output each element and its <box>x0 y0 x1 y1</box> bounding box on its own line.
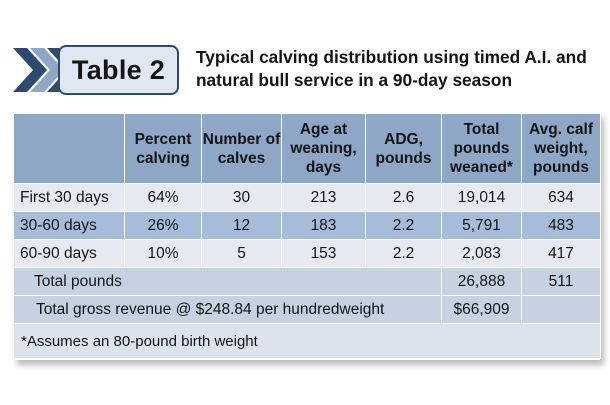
age-cell: 183 <box>281 211 366 240</box>
total-cell: 19,014 <box>441 183 522 212</box>
revenue-row: Total gross revenue @ $248.84 per hundre… <box>13 295 601 324</box>
header-row: Percent calving Number of calves Age at … <box>13 113 601 184</box>
revenue-label: Total gross revenue @ $248.84 per hundre… <box>13 295 442 324</box>
column-header: Total pounds weaned* <box>441 113 522 184</box>
calves-cell: 30 <box>201 183 282 212</box>
age-cell: 153 <box>281 239 366 268</box>
table-header: Table 2 Typical calving distribution usi… <box>0 0 610 112</box>
period-cell: 30-60 days <box>13 211 125 240</box>
column-header: Age at weaning, days <box>281 113 366 184</box>
total-avg-value: 511 <box>521 267 601 296</box>
column-header: ADG, pounds <box>365 113 442 184</box>
table-row: First 30 days 64% 30 213 2.6 19,014 634 <box>13 183 601 212</box>
calves-cell: 5 <box>201 239 282 268</box>
footnote-row: *Assumes an 80-pound birth weight <box>13 323 601 359</box>
adg-cell: 2.2 <box>365 211 442 240</box>
avg-cell: 417 <box>521 239 601 268</box>
adg-cell: 2.2 <box>365 239 442 268</box>
column-header: Avg. calf weight, pounds <box>521 113 601 184</box>
column-header <box>13 113 125 184</box>
percent-cell: 64% <box>124 183 202 212</box>
column-header: Percent calving <box>124 113 202 184</box>
data-table-container: Percent calving Number of calves Age at … <box>13 113 601 360</box>
total-cell: 2,083 <box>441 239 522 268</box>
total-pounds-row: Total pounds 26,888 511 <box>13 267 601 296</box>
calving-distribution-table: Percent calving Number of calves Age at … <box>13 113 601 359</box>
avg-cell: 483 <box>521 211 601 240</box>
calves-cell: 12 <box>201 211 282 240</box>
period-cell: First 30 days <box>13 183 125 212</box>
age-cell: 213 <box>281 183 366 212</box>
total-cell: 5,791 <box>441 211 522 240</box>
total-pounds-value: 26,888 <box>441 267 522 296</box>
total-pounds-label: Total pounds <box>13 267 442 296</box>
badge-label: Table 2 <box>71 54 166 85</box>
revenue-empty-cell <box>521 295 601 324</box>
avg-cell: 634 <box>521 183 601 212</box>
adg-cell: 2.6 <box>365 183 442 212</box>
column-header: Number of calves <box>201 113 282 184</box>
period-cell: 60-90 days <box>13 239 125 268</box>
footnote: *Assumes an 80-pound birth weight <box>13 323 601 359</box>
percent-cell: 26% <box>124 211 202 240</box>
percent-cell: 10% <box>124 239 202 268</box>
table-title: Typical calving distribution using timed… <box>196 47 587 90</box>
table-row: 60-90 days 10% 5 153 2.2 2,083 417 <box>13 239 601 268</box>
table-number-badge: Table 2 <box>58 45 179 95</box>
table-row: 30-60 days 26% 12 183 2.2 5,791 483 <box>13 211 601 240</box>
revenue-value: $66,909 <box>441 295 522 324</box>
